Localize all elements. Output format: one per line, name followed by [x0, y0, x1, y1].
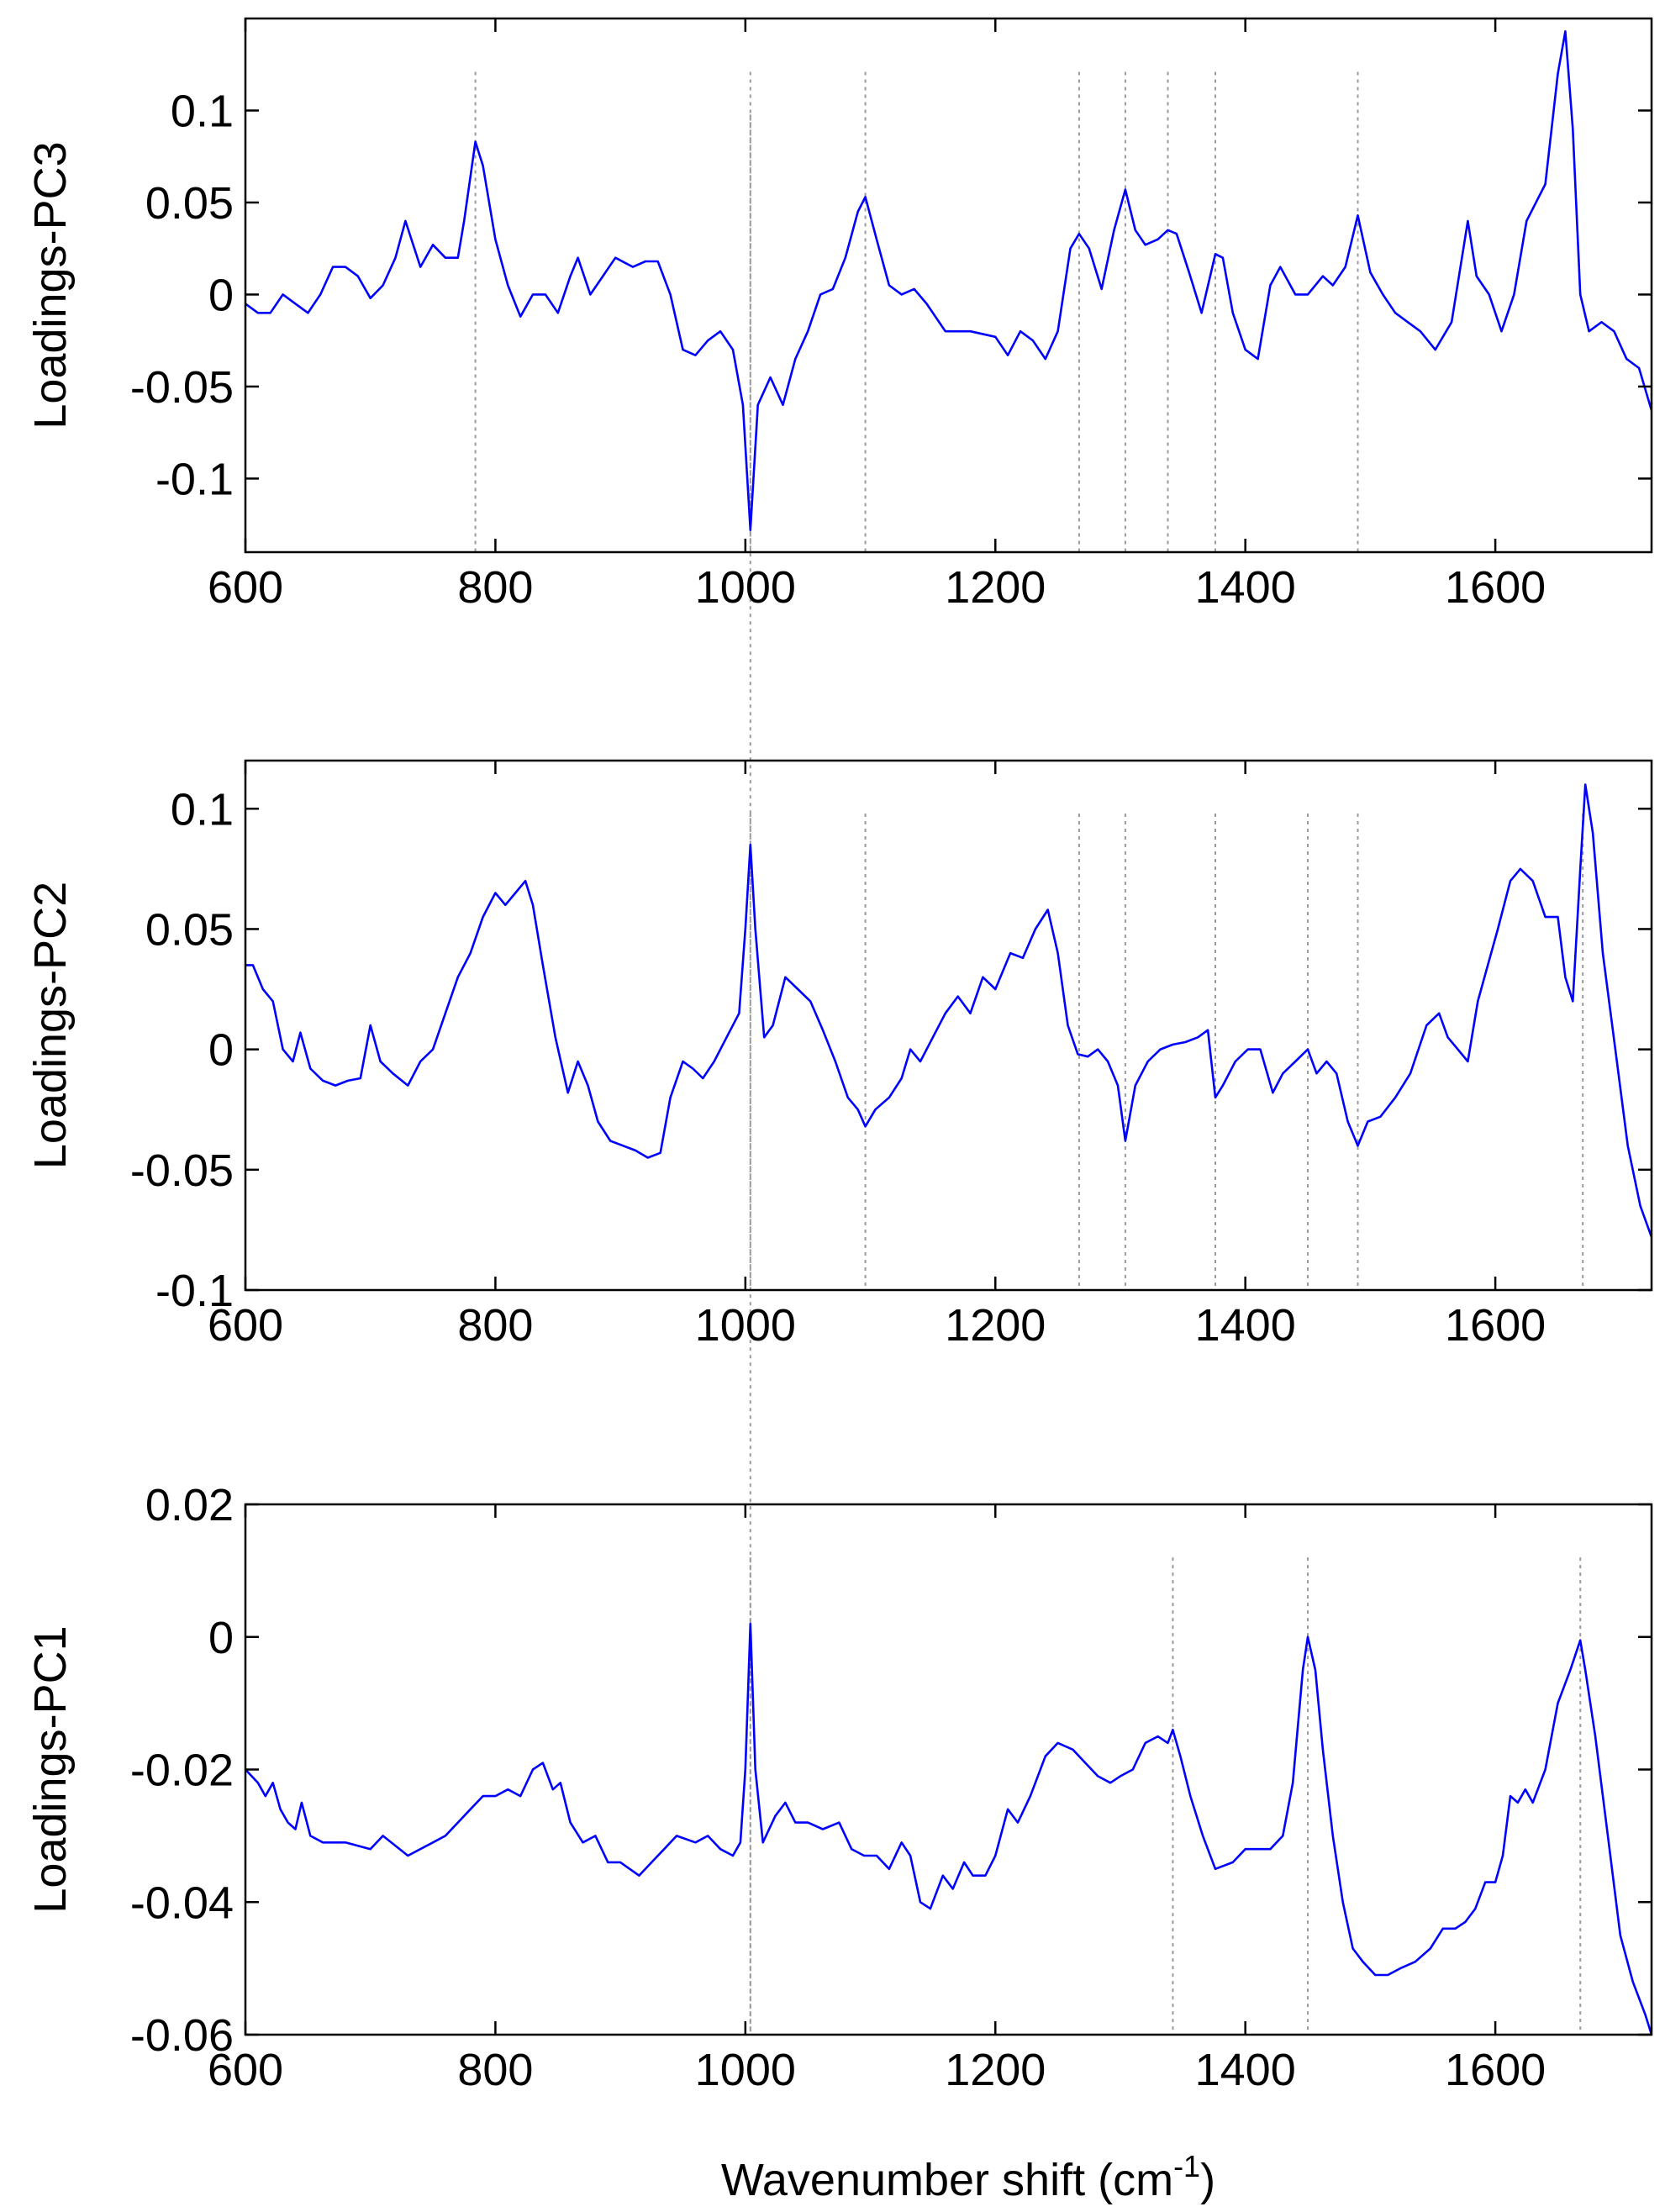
y-axis-title: Loadings-PC2: [25, 882, 76, 1169]
y-tick-label: 0: [208, 1613, 234, 1663]
x-axis: 600 800 1000 1200 1400 1600: [208, 761, 1546, 1351]
series-line-0: [245, 1622, 1652, 2035]
y-axis: 0.02 0 -0.02 -0.04 -0.06: [130, 1480, 1652, 2061]
series-line-0: [245, 30, 1652, 531]
x-tick-label: 1200: [945, 2045, 1046, 2095]
y-axis-title: Loadings-PC3: [25, 141, 76, 429]
y-tick-label: -0.05: [130, 1146, 234, 1196]
y-tick-label: -0.06: [130, 2010, 234, 2061]
y-tick-label: 0.05: [145, 904, 234, 955]
y-tick-label: -0.1: [155, 454, 234, 504]
y-axis: 0.1 0.05 0 -0.05 -0.1: [130, 86, 1652, 504]
x-tick-label: 1000: [695, 1300, 796, 1351]
panel-pc3: 600 800 1000 1200 1400 1600 0.1 0.05 0 -0.05 -0.1 L…: [25, 17, 1653, 613]
marker-lines: [749, 814, 1584, 1290]
y-tick-label: 0.1: [171, 784, 234, 835]
y-tick-label: 0: [208, 270, 234, 320]
plot-frame: [244, 17, 1653, 554]
x-axis-title-main: Wavenumber shift (cm: [721, 2155, 1173, 2205]
x-axis: 600 800 1000 1200 1400 1600: [208, 18, 1546, 613]
marker-lines: [474, 71, 1359, 552]
panel-pc2: 600 800 1000 1200 1400 1600 0.1 0.05 0 -0.05 -0.1 L…: [25, 759, 1653, 1351]
x-tick-label: 1400: [1195, 562, 1296, 613]
y-tick-label: 0.05: [145, 178, 234, 229]
x-tick-label: 600: [208, 1300, 283, 1351]
y-tick-label: 0: [208, 1025, 234, 1076]
y-axis-title: Loadings-PC1: [25, 1625, 76, 1913]
x-tick-label: 1600: [1445, 1300, 1546, 1351]
x-tick-label: 800: [457, 2045, 533, 2095]
x-tick-label: 1600: [1445, 2045, 1546, 2095]
y-axis: 0.1 0.05 0 -0.05 -0.1: [130, 784, 1652, 1316]
y-tick-label: 0.1: [171, 86, 234, 136]
y-tick-label: -0.02: [130, 1746, 234, 1796]
x-tick-label: 1200: [945, 562, 1046, 613]
x-tick-label: 1000: [695, 2045, 796, 2095]
plot-frame: [244, 759, 1653, 1292]
y-tick-label: 0.02: [145, 1480, 234, 1530]
x-tick-label: 1000: [695, 562, 796, 613]
x-axis: 600 800 1000 1200 1400 1600: [208, 1504, 1546, 2095]
x-tick-label: 600: [208, 2045, 283, 2095]
x-axis-title-superscript: -1: [1173, 2149, 1200, 2183]
plot-frame: [244, 1503, 1653, 2036]
y-tick-label: -0.04: [130, 1878, 234, 1928]
x-tick-label: 800: [457, 562, 533, 613]
x-tick-label: 600: [208, 562, 283, 613]
series-line-0: [245, 783, 1652, 1239]
x-tick-label: 800: [457, 1300, 533, 1351]
panel-pc1: 600 800 1000 1200 1400 1600 0.02 0 -0.02 -0.04 -0.…: [25, 1480, 1653, 2095]
x-tick-label: 1200: [945, 1300, 1046, 1351]
x-axis-title-suffix: ): [1200, 2155, 1215, 2205]
x-tick-label: 1600: [1445, 562, 1546, 613]
x-tick-label: 1400: [1195, 1300, 1296, 1351]
y-tick-label: -0.1: [155, 1266, 234, 1316]
y-tick-label: -0.05: [130, 362, 234, 413]
x-tick-label: 1400: [1195, 2045, 1296, 2095]
x-axis-title: Wavenumber shift (cm-1): [721, 2149, 1215, 2205]
marker-lines: [749, 1557, 1582, 2035]
